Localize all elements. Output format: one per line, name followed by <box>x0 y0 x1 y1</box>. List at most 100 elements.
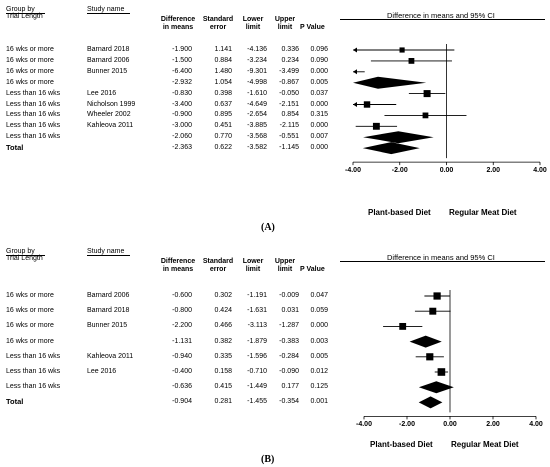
header-standard-error-line2: error <box>209 24 227 31</box>
point-estimate-square <box>423 90 431 98</box>
row-group: Less than 16 wks <box>6 383 61 391</box>
row-group: 16 wks or more <box>6 56 54 64</box>
row-diff: -0.600 <box>172 292 192 299</box>
row-se: 1.054 <box>214 78 232 86</box>
header-lower-limit-line1: Lower <box>242 258 264 265</box>
row-p-value: 0.001 <box>310 398 328 406</box>
plot-title: Difference in means and 95% CI <box>387 253 495 262</box>
x-tick-label: 4.00 <box>533 167 547 175</box>
point-estimate-square <box>433 292 441 300</box>
row-diff: -2.363 <box>172 144 192 152</box>
row-diff: -1.900 <box>172 46 192 53</box>
row-upper: 0.234 <box>281 56 299 64</box>
row-diff: -0.636 <box>172 383 192 391</box>
row-lower: -1.449 <box>247 383 267 391</box>
row-group: Total <box>6 143 24 153</box>
point-estimate-square <box>399 47 405 53</box>
header-underline <box>6 13 45 14</box>
row-se: 0.622 <box>214 144 232 152</box>
ci-arrow-left <box>353 69 357 75</box>
header-difference-line1: Difference <box>160 258 196 265</box>
point-estimate-square <box>429 307 437 315</box>
row-se: 0.302 <box>214 292 232 299</box>
row-diff: -0.830 <box>172 89 192 97</box>
header-group: Group by <box>6 6 35 13</box>
row-p-value: 0.000 <box>310 122 328 130</box>
header-standard-error-line2: error <box>209 266 227 273</box>
row-study: Barnard 2006 <box>87 56 130 64</box>
row-diff: -1.131 <box>172 337 192 345</box>
header-underline <box>340 19 545 20</box>
row-lower: -3.582 <box>247 144 267 152</box>
row-study: Lee 2016 <box>87 368 117 375</box>
x-tick-label: 0.00 <box>443 421 457 429</box>
row-lower: -3.568 <box>247 133 267 141</box>
point-estimate-square <box>363 101 371 108</box>
row-upper: -2.151 <box>279 100 299 108</box>
row-study: Wheeler 2002 <box>87 111 131 119</box>
row-se: 1.480 <box>214 67 232 75</box>
row-p-value: 0.000 <box>310 322 328 330</box>
header-underline <box>87 13 130 14</box>
header-underline <box>340 261 545 262</box>
row-study: Bunner 2015 <box>87 67 128 75</box>
row-p-value: 0.005 <box>310 352 328 360</box>
row-study: Lee 2016 <box>87 89 117 97</box>
row-upper: -0.867 <box>279 78 299 86</box>
x-tick-label: 2.00 <box>486 167 501 175</box>
row-group: Less than 16 wks <box>6 368 61 375</box>
row-study: Nicholson 1999 <box>87 100 136 108</box>
row-upper: -1.145 <box>279 144 299 152</box>
header-p-value: P Value <box>300 24 325 31</box>
header-lower-limit: Lower limit <box>231 258 275 274</box>
legend-regular-meat: Regular Meat Diet <box>451 440 519 449</box>
header-upper-limit: Upper limit <box>263 258 307 274</box>
row-group: 16 wks or more <box>6 67 54 75</box>
subtotal-diamond <box>363 131 434 144</box>
plot-title: Difference in means and 95% CI <box>387 11 495 20</box>
row-diff: -0.940 <box>172 352 192 360</box>
row-diff: -3.400 <box>172 100 192 108</box>
header-difference-line1: Difference <box>160 16 196 23</box>
row-study: Bunner 2015 <box>87 322 128 330</box>
row-upper: 0.031 <box>281 307 299 315</box>
header-p-value: P Value <box>300 266 325 273</box>
row-group: Less than 16 wks <box>6 89 61 97</box>
row-lower: -1.631 <box>247 307 267 315</box>
x-tick-label: -4.00 <box>345 167 361 175</box>
row-lower: -1.596 <box>247 352 267 360</box>
row-p-value: 0.059 <box>310 307 328 315</box>
forest-plot-a: Group by Trial Length Study name Difference… <box>6 6 547 233</box>
header-difference-line2: in means <box>162 24 194 31</box>
subtotal-diamond <box>418 381 454 394</box>
row-study: Kahleova 2011 <box>87 122 134 130</box>
row-lower: -3.885 <box>247 122 267 130</box>
row-p-value: 0.000 <box>310 144 328 152</box>
total-diamond <box>418 396 443 409</box>
row-diff: -0.400 <box>172 368 192 375</box>
row-se: 0.884 <box>214 56 232 64</box>
row-p-value: 0.037 <box>310 89 328 97</box>
header-group: Group by <box>6 248 35 255</box>
row-upper: -1.287 <box>279 322 299 330</box>
row-lower: -1.610 <box>247 89 267 97</box>
row-se: 0.895 <box>214 111 232 119</box>
row-upper: -0.284 <box>279 352 299 360</box>
point-estimate-square <box>408 58 415 64</box>
header-trial-length: Trial Length <box>6 13 43 20</box>
row-upper: -0.551 <box>279 133 299 141</box>
row-group: 16 wks or more <box>6 78 54 86</box>
ci-arrow-left <box>353 47 357 53</box>
row-se: 0.398 <box>214 89 232 97</box>
header-lower-limit-line2: limit <box>245 266 261 273</box>
row-diff: -2.060 <box>172 133 192 141</box>
header-standard-error: Standard error <box>196 258 240 274</box>
row-upper: -0.383 <box>279 337 299 345</box>
legend-regular-meat: Regular Meat Diet <box>449 208 517 217</box>
row-diff: -0.800 <box>172 307 192 315</box>
row-se: 0.424 <box>214 307 232 315</box>
row-upper: -0.009 <box>279 292 299 299</box>
row-group: Less than 16 wks <box>6 100 61 108</box>
header-standard-error: Standard error <box>196 16 240 32</box>
x-tick-label: -2.00 <box>391 167 408 175</box>
